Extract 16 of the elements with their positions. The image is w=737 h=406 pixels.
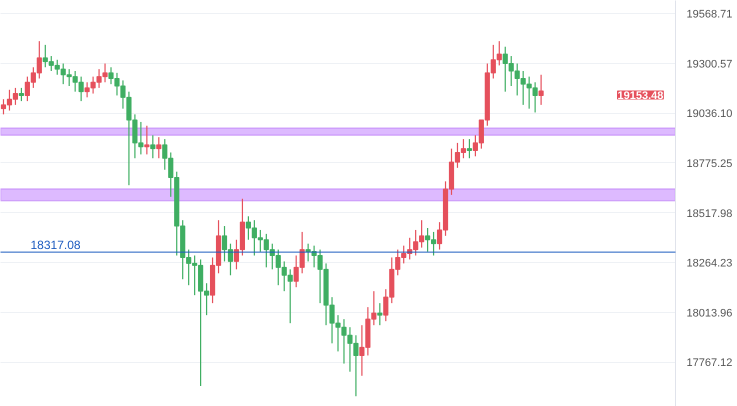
candlestick — [18, 87, 24, 102]
ref-line-label: 18317.08 — [30, 238, 81, 252]
y-tick-label: 18264.23 — [686, 258, 732, 270]
y-tick-label: 19036.10 — [686, 108, 732, 120]
candlestick — [466, 138, 472, 159]
y-tick-label: 19568.71 — [686, 8, 732, 21]
candlestick — [538, 74, 544, 106]
candlestick — [156, 136, 162, 159]
candlestick — [377, 302, 382, 326]
y-tick-label: 19300.57 — [686, 58, 732, 70]
y-tick-label: 18775.25 — [686, 158, 732, 170]
y-tick-label: 18517.98 — [686, 208, 732, 220]
annotation: 19153.48 — [618, 90, 664, 102]
y-tick-label: 17767.12 — [686, 357, 732, 370]
candlestick — [150, 134, 156, 159]
y-tick-label: 18013.96 — [686, 307, 732, 320]
